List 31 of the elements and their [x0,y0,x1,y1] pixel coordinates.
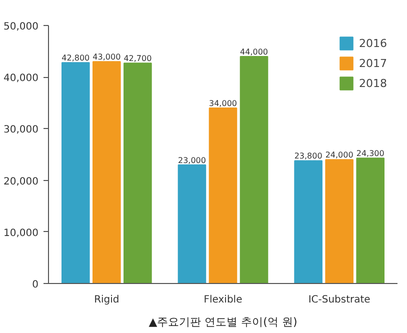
y-tick-label: 10,000 [4,228,39,239]
bar [124,62,152,284]
text: 42,800 [62,54,90,63]
x-tick-label: Flexible [204,294,242,306]
bar [294,160,322,284]
text: 43,000 [92,52,121,62]
y-tick-label: 30,000 [4,124,39,136]
y-tick-label: 50,000 [4,22,39,32]
bar [61,62,90,284]
x-tick-label: IC-Substrate [308,294,370,306]
legend-label: 2017 [359,56,387,70]
bar [208,108,238,284]
legend-label: 2016 [359,36,387,50]
text: 34,000 [209,99,238,108]
text: ▲주요기판 연도별 추이(억 원) [148,316,298,328]
text: 42,700 [124,54,152,64]
y-tick-label: 20,000 [4,176,39,188]
text: 23,000 [178,156,206,165]
bar [325,159,354,284]
bar [178,164,206,284]
text: 44,000 [240,47,268,56]
legend-label: 2018 [359,76,387,90]
text: 24,300 [356,149,384,158]
bar [92,61,121,284]
x-tick-label: Rigid [94,294,120,306]
bar [240,56,268,284]
bar [356,158,385,284]
y-tick-label: 0 [32,280,39,290]
text: 24,000 [325,150,354,160]
y-tick-label: 40,000 [4,73,39,84]
text: 23,800 [294,152,322,161]
